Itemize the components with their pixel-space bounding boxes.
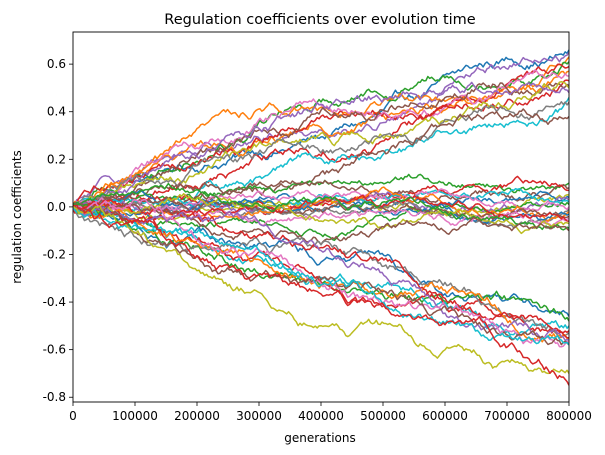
- x-axis: 0 100000 200000 300000 400000 500000 600000 700…: [69, 402, 592, 423]
- x-tick-label: 0: [69, 409, 77, 423]
- series-line: [73, 195, 569, 220]
- series-line: [73, 205, 569, 375]
- y-tick-label: 0.0: [47, 200, 66, 214]
- x-tick-label: 700000: [484, 409, 530, 423]
- series-line: [73, 205, 569, 346]
- series-line: [73, 206, 569, 342]
- series-line: [73, 79, 569, 216]
- series-line: [73, 208, 569, 339]
- series-line: [73, 198, 569, 348]
- y-tick-label: 0.6: [47, 57, 66, 71]
- series-line: [73, 70, 569, 211]
- series-line: [73, 204, 569, 386]
- y-axis-label: regulation coefficients: [10, 150, 24, 284]
- x-tick-label: 300000: [236, 409, 282, 423]
- series-line: [73, 192, 569, 235]
- x-tick-label: 800000: [546, 409, 592, 423]
- x-tick-label: 600000: [422, 409, 468, 423]
- series-layer: [73, 49, 569, 386]
- series-line: [73, 63, 569, 205]
- y-tick-label: -0.4: [43, 295, 66, 309]
- x-tick-label: 100000: [112, 409, 158, 423]
- x-tick-label: 500000: [360, 409, 406, 423]
- chart-title: Regulation coefficients over evolution t…: [164, 12, 476, 28]
- series-line: [73, 203, 569, 317]
- series-line: [73, 182, 569, 231]
- series-line: [73, 205, 569, 346]
- series-line: [73, 81, 569, 211]
- series-line: [73, 201, 569, 334]
- x-tick-label: 400000: [298, 409, 344, 423]
- y-tick-label: -0.6: [43, 343, 66, 357]
- y-tick-label: 0.2: [47, 152, 66, 166]
- y-tick-label: -0.2: [43, 247, 66, 261]
- y-tick-label: -0.8: [43, 390, 66, 404]
- x-tick-label: 200000: [174, 409, 220, 423]
- series-line: [73, 175, 569, 216]
- y-tick-label: 0.4: [47, 105, 66, 119]
- x-axis-label: generations: [284, 431, 356, 445]
- series-line: [73, 51, 569, 206]
- series-line: [73, 82, 569, 210]
- series-line: [73, 101, 569, 208]
- series-line: [73, 81, 569, 209]
- y-axis: -0.8 -0.6 -0.4 -0.2 0.0 0.2 0.4 0.6: [43, 57, 73, 404]
